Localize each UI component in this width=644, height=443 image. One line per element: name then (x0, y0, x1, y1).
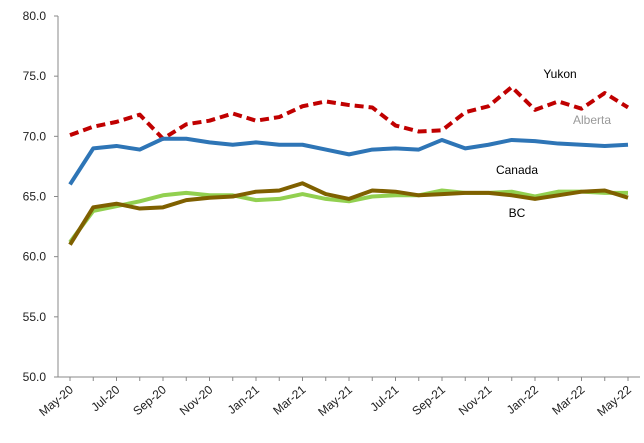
x-tick-label: May-21 (315, 382, 355, 419)
series-line (69, 84, 630, 141)
series-label: Yukon (543, 67, 576, 81)
x-tick-label: Nov-20 (177, 382, 216, 418)
y-tick-label: 65.0 (23, 190, 47, 204)
x-tick-label: Jan-22 (504, 382, 541, 417)
y-tick-label: 75.0 (23, 69, 47, 83)
y-tick-label: 60.0 (23, 250, 47, 264)
x-tick-label: May-22 (594, 382, 634, 419)
x-tick-label: Sep-20 (130, 382, 169, 418)
x-tick-label: Jul-20 (88, 382, 122, 414)
series-label: Canada (496, 163, 538, 177)
series-line (68, 188, 628, 244)
series-line (68, 181, 629, 246)
series-label: BC (509, 206, 526, 220)
x-tick-label: Mar-22 (549, 382, 587, 417)
series-line (68, 136, 629, 186)
x-tick-label: Jan-21 (225, 382, 262, 417)
x-tick-label: Nov-21 (456, 382, 495, 418)
x-tick-label: May-20 (36, 382, 76, 419)
y-tick-label: 55.0 (23, 310, 47, 324)
y-tick-label: 80.0 (23, 9, 47, 23)
x-tick-label: Sep-21 (409, 382, 448, 418)
x-tick-label: Mar-21 (270, 382, 308, 417)
series-label: Alberta (573, 113, 611, 127)
y-tick-label: 50.0 (23, 370, 47, 384)
y-tick-label: 70.0 (23, 129, 47, 143)
x-tick-label: Jul-21 (367, 382, 401, 414)
